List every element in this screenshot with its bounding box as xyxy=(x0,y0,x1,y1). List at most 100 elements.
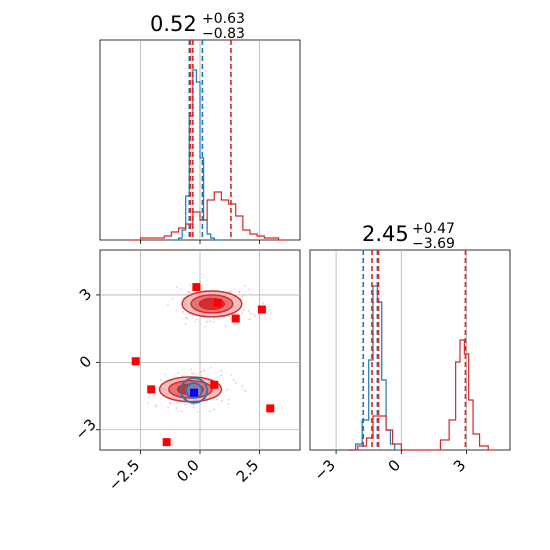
y-tick-label: 3 xyxy=(76,285,95,304)
hist-step-red xyxy=(349,339,497,451)
sample-point xyxy=(196,318,198,321)
sample-point xyxy=(261,302,264,305)
sample-point xyxy=(241,385,244,388)
sample-point xyxy=(167,406,170,409)
sample-point xyxy=(204,325,207,328)
sample-point xyxy=(227,398,230,401)
sample-point xyxy=(160,378,163,381)
sample-point xyxy=(220,399,223,402)
sample-point xyxy=(186,402,189,405)
sample-point xyxy=(175,309,178,312)
sample-point xyxy=(168,403,171,405)
sample-point xyxy=(254,315,256,318)
sample-point xyxy=(243,389,246,392)
sample-point xyxy=(230,373,233,376)
sample-point xyxy=(154,404,157,407)
red-square-marker xyxy=(213,298,222,307)
red-square-marker xyxy=(192,283,201,292)
sample-point xyxy=(182,296,185,299)
sample-point xyxy=(220,369,223,372)
red-square-marker xyxy=(131,357,140,366)
sample-point xyxy=(205,320,208,323)
param0-title-minus: −0.83 xyxy=(202,26,245,42)
sample-point xyxy=(192,406,195,409)
sample-point xyxy=(244,284,246,287)
sample-point xyxy=(200,374,202,377)
sample-point xyxy=(152,394,155,397)
sample-point xyxy=(226,389,229,391)
sample-point xyxy=(244,390,247,393)
x-tick-label: −3 xyxy=(311,456,339,484)
sample-point xyxy=(179,288,182,291)
sample-point xyxy=(194,320,196,323)
sample-point xyxy=(189,284,191,287)
sample-point xyxy=(148,396,150,398)
sample-point xyxy=(177,371,180,374)
sample-point xyxy=(202,370,205,372)
sample-point xyxy=(210,366,213,369)
sample-point xyxy=(183,403,186,406)
sample-point xyxy=(220,374,223,377)
sample-point xyxy=(189,291,191,294)
sample-point xyxy=(171,297,174,300)
sample-point xyxy=(253,313,255,316)
x-tick-label: 0.0 xyxy=(173,456,203,486)
sample-point xyxy=(186,317,188,320)
y-tick-label: −3 xyxy=(71,415,99,443)
sample-point xyxy=(241,312,244,315)
x-tick-label: 2.5 xyxy=(233,456,263,486)
sample-point xyxy=(175,286,178,289)
histogram-panel-param1: −3 0 3 2.45 +0.47 −3.69 xyxy=(309,221,511,484)
sample-point xyxy=(200,370,202,373)
sample-point xyxy=(208,320,211,323)
sample-point xyxy=(212,408,215,411)
blue-square-marker xyxy=(190,388,199,397)
sample-point xyxy=(167,303,169,306)
sample-point xyxy=(182,311,185,313)
sample-point xyxy=(209,410,211,413)
sample-point xyxy=(247,310,250,312)
sample-point xyxy=(187,290,190,293)
blue-contour-level xyxy=(180,377,209,404)
sample-point xyxy=(224,325,227,327)
x-tick-label: −2.5 xyxy=(105,456,143,494)
red-square-marker xyxy=(210,380,219,389)
sample-point xyxy=(249,318,251,321)
sample-point xyxy=(235,381,238,384)
sample-point xyxy=(191,372,193,375)
sample-point xyxy=(247,288,250,291)
sample-point xyxy=(146,402,149,405)
sample-point xyxy=(229,291,231,293)
sample-point xyxy=(241,295,244,298)
sample-point xyxy=(190,368,192,371)
sample-point xyxy=(163,373,166,376)
sample-point xyxy=(216,398,219,401)
sample-point xyxy=(181,410,183,413)
param0-title-value: 0.52 xyxy=(150,12,197,36)
param1-title-value: 2.45 xyxy=(362,222,409,246)
y-tick-label: 0 xyxy=(76,352,95,371)
sample-point xyxy=(193,404,195,406)
x-tick-label: 3 xyxy=(450,456,469,475)
red-square-marker xyxy=(231,314,240,323)
hist-step-red xyxy=(128,191,287,241)
histogram-panel-param0: 0.52 +0.63 −0.83 xyxy=(99,11,301,244)
sample-point xyxy=(238,291,241,294)
hist-step-blue xyxy=(171,69,223,241)
sample-point xyxy=(184,323,187,326)
sample-point xyxy=(193,373,195,375)
panel-frame xyxy=(309,249,511,451)
param1-title-minus: −3.69 xyxy=(412,236,455,252)
red-square-marker xyxy=(266,404,275,413)
sample-point xyxy=(169,401,172,404)
sample-point xyxy=(185,316,188,319)
sample-point xyxy=(175,407,178,410)
x-tick-label: 0 xyxy=(385,456,404,475)
sample-point xyxy=(212,321,215,324)
red-square-marker xyxy=(147,385,156,394)
sample-point xyxy=(228,315,230,318)
sample-point xyxy=(196,411,199,413)
red-square-marker xyxy=(162,438,171,447)
red-square-marker xyxy=(257,305,266,314)
